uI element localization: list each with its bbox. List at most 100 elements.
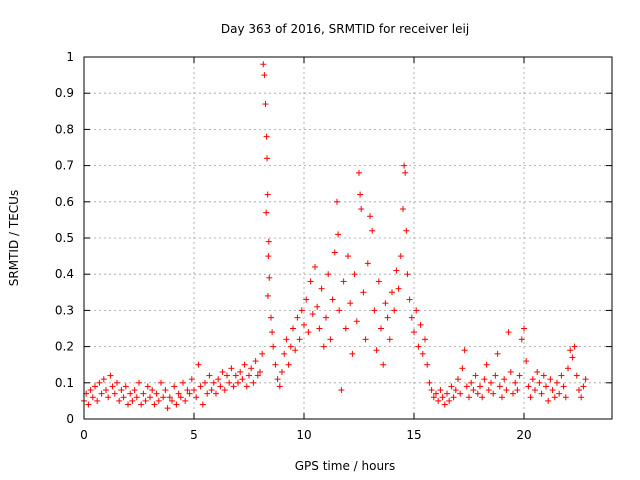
data-point <box>180 379 186 386</box>
data-point <box>391 307 398 314</box>
data-point <box>364 260 371 267</box>
y-tick-label: 0.4 <box>55 267 74 281</box>
data-point <box>562 394 569 401</box>
data-point <box>307 278 314 285</box>
plot-frame <box>83 56 613 420</box>
data-point <box>386 336 393 343</box>
data-point <box>96 379 103 386</box>
data-point <box>534 368 541 375</box>
data-point <box>375 278 382 285</box>
data-point <box>320 343 327 350</box>
data-point <box>162 387 169 394</box>
data-point <box>571 343 578 350</box>
data-point <box>514 387 521 394</box>
data-point <box>257 368 263 375</box>
data-point <box>329 296 336 303</box>
data-point <box>565 365 571 372</box>
data-point <box>279 368 285 375</box>
data-point <box>285 361 292 368</box>
data-point <box>193 394 200 401</box>
data-point <box>558 372 565 379</box>
data-point <box>186 390 193 397</box>
data-point <box>441 401 448 408</box>
data-point <box>261 72 268 79</box>
data-point <box>430 394 437 401</box>
data-point <box>206 372 213 379</box>
data-point <box>327 336 334 343</box>
data-point <box>138 401 145 408</box>
data-point <box>140 390 147 397</box>
data-point <box>230 383 237 390</box>
data-point <box>397 253 404 260</box>
data-point <box>298 307 305 314</box>
data-point <box>580 383 587 390</box>
data-point <box>576 387 582 394</box>
data-point <box>127 390 134 397</box>
data-point <box>147 394 153 401</box>
data-point <box>237 368 244 375</box>
data-point <box>477 383 483 390</box>
data-point <box>232 372 239 379</box>
data-point <box>545 397 552 404</box>
data-point <box>265 253 272 260</box>
data-point <box>556 390 563 397</box>
y-tick-label: 0.2 <box>55 340 74 354</box>
data-point <box>100 376 107 383</box>
data-point <box>166 394 173 401</box>
data-point <box>252 358 259 365</box>
data-point <box>281 350 288 357</box>
data-point <box>85 401 92 408</box>
data-point <box>426 379 433 386</box>
data-point <box>567 347 574 354</box>
data-point <box>122 383 129 390</box>
data-point <box>259 350 266 357</box>
y-tick-label: 0.6 <box>55 195 74 209</box>
data-point <box>316 325 323 332</box>
data-point <box>371 307 378 314</box>
data-point <box>129 397 136 404</box>
data-point <box>290 325 296 332</box>
data-point <box>345 253 351 260</box>
data-point <box>334 198 340 205</box>
data-point <box>452 387 459 394</box>
data-point <box>529 376 536 383</box>
data-point <box>527 394 534 401</box>
data-point <box>347 300 354 307</box>
data-point <box>403 227 410 234</box>
data-point <box>109 383 116 390</box>
data-point <box>342 325 349 332</box>
data-point <box>501 376 508 383</box>
data-point <box>116 397 123 404</box>
y-tick-label: 0.9 <box>55 86 74 100</box>
data-point <box>254 372 261 379</box>
data-point <box>155 397 162 404</box>
data-point <box>485 387 492 394</box>
data-point <box>433 390 439 397</box>
data-point <box>395 285 402 292</box>
data-point <box>437 387 444 394</box>
data-point <box>314 303 321 310</box>
data-point <box>402 169 409 176</box>
data-point <box>219 368 226 375</box>
data-point <box>357 191 364 198</box>
data-point <box>103 387 109 394</box>
data-point <box>411 329 417 336</box>
data-point <box>450 394 457 401</box>
data-point <box>490 390 497 397</box>
data-point <box>305 329 312 336</box>
data-point <box>274 376 281 383</box>
data-point <box>543 383 549 390</box>
data-point <box>496 383 503 390</box>
data-point <box>503 387 510 394</box>
data-point <box>266 274 273 281</box>
data-point <box>448 383 455 390</box>
data-point <box>461 347 468 354</box>
data-point <box>356 169 362 176</box>
data-point <box>554 379 560 386</box>
data-point <box>136 379 142 386</box>
data-point <box>466 394 472 401</box>
data-point <box>455 376 461 383</box>
data-point <box>367 213 373 220</box>
data-point <box>360 289 367 296</box>
data-point <box>382 300 389 307</box>
